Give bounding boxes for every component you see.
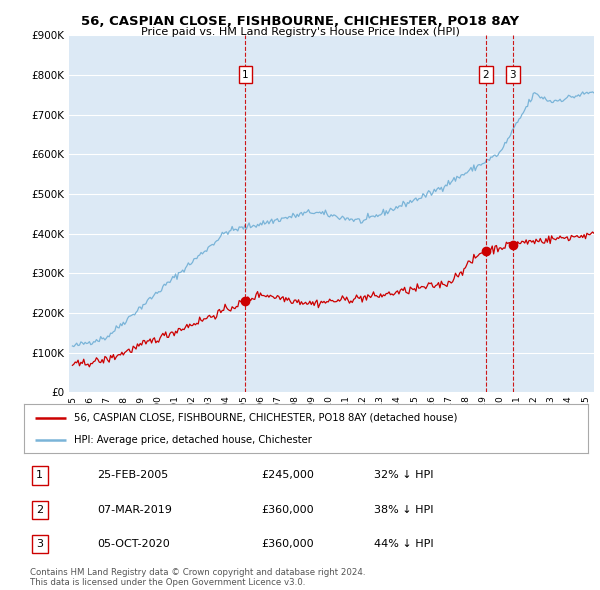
Text: 07-MAR-2019: 07-MAR-2019 bbox=[97, 505, 172, 515]
Text: 3: 3 bbox=[509, 70, 516, 80]
Text: 56, CASPIAN CLOSE, FISHBOURNE, CHICHESTER, PO18 8AY: 56, CASPIAN CLOSE, FISHBOURNE, CHICHESTE… bbox=[81, 15, 519, 28]
Text: 2: 2 bbox=[36, 505, 43, 515]
Text: Price paid vs. HM Land Registry's House Price Index (HPI): Price paid vs. HM Land Registry's House … bbox=[140, 27, 460, 37]
Text: HPI: Average price, detached house, Chichester: HPI: Average price, detached house, Chic… bbox=[74, 435, 311, 445]
Text: 25-FEB-2005: 25-FEB-2005 bbox=[97, 470, 169, 480]
Text: 2: 2 bbox=[482, 70, 489, 80]
Text: £360,000: £360,000 bbox=[261, 505, 314, 515]
Text: Contains HM Land Registry data © Crown copyright and database right 2024.
This d: Contains HM Land Registry data © Crown c… bbox=[30, 568, 365, 587]
Text: 32% ↓ HPI: 32% ↓ HPI bbox=[374, 470, 433, 480]
Text: 3: 3 bbox=[36, 539, 43, 549]
Text: £360,000: £360,000 bbox=[261, 539, 314, 549]
Text: 38% ↓ HPI: 38% ↓ HPI bbox=[374, 505, 433, 515]
Text: 1: 1 bbox=[242, 70, 249, 80]
Text: 1: 1 bbox=[36, 470, 43, 480]
Text: 56, CASPIAN CLOSE, FISHBOURNE, CHICHESTER, PO18 8AY (detached house): 56, CASPIAN CLOSE, FISHBOURNE, CHICHESTE… bbox=[74, 412, 457, 422]
Text: 44% ↓ HPI: 44% ↓ HPI bbox=[374, 539, 433, 549]
Text: £245,000: £245,000 bbox=[261, 470, 314, 480]
Text: 05-OCT-2020: 05-OCT-2020 bbox=[97, 539, 170, 549]
